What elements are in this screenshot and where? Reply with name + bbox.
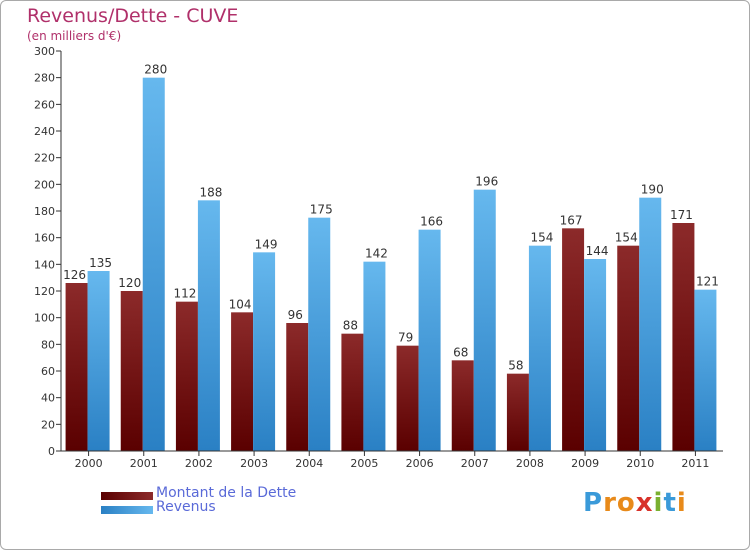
y-tick-label: 300	[34, 45, 55, 58]
bar-dette	[617, 245, 640, 451]
value-label-dette: 112	[173, 287, 196, 301]
bar-revenus	[584, 259, 607, 451]
x-tick-label: 2001	[130, 457, 158, 470]
x-tick-label: 2009	[571, 457, 599, 470]
x-tick-label: 2006	[406, 457, 434, 470]
logo-letter: t	[663, 488, 677, 518]
x-axis: 2000 2001 2002 2003 2004 2005 2006 2007 2008 2009…	[61, 450, 723, 470]
x-tick-label: 2005	[350, 457, 378, 470]
value-label-dette: 104	[229, 297, 252, 311]
bar-dette	[175, 301, 198, 451]
value-label-revenus: 188	[199, 185, 222, 199]
bar-dette	[672, 223, 695, 451]
bar-revenus	[694, 289, 717, 451]
legend-swatch-dette	[101, 492, 153, 500]
value-label-revenus: 190	[641, 183, 664, 197]
value-label-dette: 88	[343, 319, 358, 333]
y-tick-label: 260	[34, 98, 55, 111]
x-tick-label: 2003	[240, 457, 268, 470]
value-label-dette: 79	[398, 331, 413, 345]
legend-label-dette: Montant de la Dette	[156, 485, 297, 501]
x-tick-label: 2007	[461, 457, 489, 470]
logo-letter: i	[653, 488, 664, 518]
value-label-revenus: 142	[365, 247, 388, 261]
chart-subtitle: (en milliers d'€)	[27, 29, 122, 43]
value-label-dette: 154	[615, 231, 638, 245]
y-tick-label: 240	[34, 125, 55, 138]
y-tick-label: 20	[41, 418, 55, 431]
value-label-dette: 58	[508, 359, 523, 373]
y-axis: 0 20 40 60 80 100 120 140 160 180 200 220 240 260 280 3…	[34, 45, 62, 458]
bar-dette	[120, 291, 143, 451]
logo-letter: r	[603, 488, 617, 518]
legend-swatch-revenus	[101, 506, 153, 514]
x-tick-label: 2004	[295, 457, 323, 470]
y-tick-label: 120	[34, 285, 55, 298]
logo-letter: i	[676, 488, 687, 518]
bar-dette	[451, 360, 474, 451]
bar-dette	[396, 345, 419, 451]
bar-revenus	[308, 217, 331, 451]
value-label-revenus: 144	[586, 244, 609, 258]
x-tick-label: 2008	[516, 457, 544, 470]
chart-title: Revenus/Dette - CUVE	[27, 5, 239, 27]
bar-revenus	[253, 252, 276, 451]
x-tick-label: 2002	[185, 457, 213, 470]
value-label-dette: 171	[670, 208, 693, 222]
value-label-revenus: 154	[530, 231, 553, 245]
bar-revenus	[418, 229, 441, 451]
y-tick-label: 220	[34, 152, 55, 165]
y-tick-label: 100	[34, 312, 55, 325]
logo-letter: o	[616, 488, 636, 518]
bar-revenus	[528, 245, 551, 451]
value-label-revenus: 175	[310, 203, 333, 217]
y-tick-label: 60	[41, 365, 55, 378]
y-tick-label: 80	[41, 338, 55, 351]
value-label-dette: 167	[560, 213, 583, 227]
x-tick-label: 2011	[681, 457, 709, 470]
value-label-dette: 96	[288, 308, 303, 322]
x-tick-label: 2010	[626, 457, 654, 470]
bar-dette	[286, 323, 309, 451]
value-label-revenus: 121	[696, 275, 719, 289]
bar-revenus	[363, 261, 386, 451]
bar-revenus	[639, 197, 662, 451]
y-tick-label: 40	[41, 392, 55, 405]
bar-revenus	[87, 271, 110, 451]
bar-dette	[341, 333, 364, 451]
value-label-revenus: 135	[89, 256, 112, 270]
value-label-revenus: 280	[144, 63, 167, 77]
value-label-dette: 68	[453, 345, 468, 359]
value-label-revenus: 149	[255, 237, 278, 251]
y-tick-label: 140	[34, 258, 55, 271]
y-tick-label: 160	[34, 232, 55, 245]
logo-letter: x	[635, 488, 654, 518]
y-tick-label: 0	[48, 445, 55, 458]
value-label-dette: 120	[118, 276, 141, 290]
legend-label-revenus: Revenus	[156, 499, 216, 515]
y-tick-label: 180	[34, 205, 55, 218]
bar-dette	[506, 373, 529, 451]
y-tick-label: 280	[34, 72, 55, 85]
bar-revenus	[473, 189, 496, 451]
y-tick-label: 200	[34, 178, 55, 191]
bar-dette	[65, 283, 88, 451]
proxiti-logo: Proxiti	[583, 488, 687, 518]
value-label-revenus: 166	[420, 215, 443, 229]
value-label-dette: 126	[63, 268, 86, 282]
bar-dette	[231, 312, 254, 451]
bar-dette	[562, 228, 585, 451]
x-tick-label: 2000	[75, 457, 103, 470]
bar-revenus	[142, 77, 165, 452]
bar-revenus	[197, 200, 220, 451]
value-label-revenus: 196	[475, 175, 498, 189]
logo-letter: P	[583, 488, 604, 518]
